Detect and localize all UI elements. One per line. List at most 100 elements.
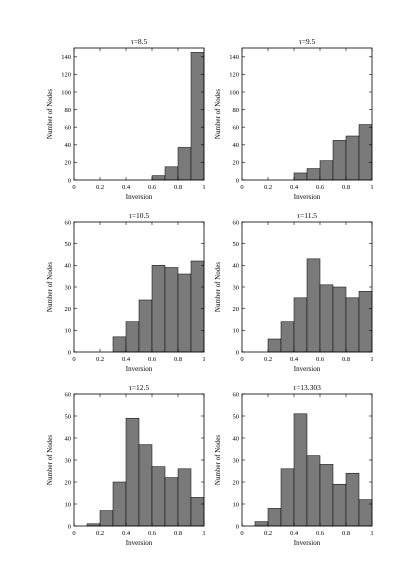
- histogram-bar: [138, 299, 153, 353]
- y-tick-label: 0: [236, 523, 239, 530]
- y-tick-label: 0: [68, 177, 71, 184]
- x-tick-label: 1: [202, 356, 205, 363]
- chart-title: τ=13.303: [293, 383, 321, 392]
- x-tick-label: 0.6: [148, 530, 157, 537]
- histogram-bar: [190, 497, 205, 527]
- histogram-bar: [319, 284, 334, 353]
- x-tick-label: 0: [240, 530, 243, 537]
- histogram-panel-6: 0 0.2 0.4 0.6 0.8 10102030405060τ=13.303Inver…: [214, 383, 374, 547]
- histogram-bar: [345, 135, 360, 181]
- chart-title: τ=8.5: [131, 37, 148, 46]
- histogram-bar: [164, 267, 179, 353]
- y-tick-label: 120: [61, 72, 71, 79]
- histogram-bar: [319, 160, 334, 181]
- y-tick-label: 10: [65, 501, 72, 508]
- x-tick-label: 0.6: [148, 356, 157, 363]
- x-tick-label: 0.4: [122, 184, 131, 191]
- y-tick-label: 20: [233, 160, 240, 167]
- y-tick-label: 40: [233, 263, 240, 270]
- x-tick-label: 1: [370, 184, 373, 191]
- histogram-panel-1: 0 0.2 0.4 0.6 0.8 1 0 20 40 60 80 100 120 140 τ=8.5 Inv…: [46, 37, 206, 201]
- y-tick-label: 0: [68, 523, 71, 530]
- histogram-bar: [112, 336, 127, 353]
- histogram-bar: [99, 510, 114, 527]
- x-tick-label: 0.8: [174, 356, 182, 363]
- x-tick-label: 0.8: [342, 184, 350, 191]
- histogram-bar: [138, 444, 153, 527]
- histogram-bar: [267, 338, 282, 353]
- x-axis-label: Inversion: [294, 365, 321, 373]
- y-tick-label: 0: [236, 349, 239, 356]
- y-tick-label: 20: [233, 479, 240, 486]
- histogram-bar: [293, 172, 308, 181]
- y-tick-label: 10: [65, 328, 72, 335]
- y-tick-label: 100: [229, 89, 239, 96]
- x-tick-label: 0: [240, 356, 243, 363]
- y-axis-label: Number of Nodes: [214, 435, 222, 485]
- y-tick-label: 60: [65, 125, 72, 132]
- y-tick-label: 50: [65, 241, 72, 248]
- y-tick-label: 50: [65, 413, 72, 420]
- histogram-bar: [164, 166, 179, 181]
- y-tick-label: 40: [65, 435, 72, 442]
- x-tick-label: 1: [370, 356, 373, 363]
- x-axis-label: Inversion: [294, 193, 321, 201]
- y-tick-label: 0: [68, 349, 71, 356]
- x-tick-label: 0.4: [290, 184, 299, 191]
- histogram-panel-2: 0 0.2 0.4 0.6 0.8 1 0 20 40 60 80 100 120 140 τ=9.5 Inv…: [214, 37, 374, 201]
- x-tick-label: 0.6: [316, 356, 325, 363]
- y-tick-label: 60: [233, 219, 240, 226]
- x-tick-label: 0.2: [96, 356, 104, 363]
- histogram-bar: [254, 521, 269, 527]
- y-tick-label: 30: [65, 457, 72, 464]
- histogram-bar: [358, 291, 373, 353]
- x-tick-label: 1: [202, 530, 205, 537]
- x-tick-label: 0.6: [316, 184, 325, 191]
- y-tick-label: 40: [233, 142, 240, 149]
- histogram-bar: [177, 468, 192, 527]
- x-tick-label: 0.8: [342, 356, 350, 363]
- x-tick-label: 1: [202, 184, 205, 191]
- y-tick-label: 140: [229, 54, 239, 61]
- y-tick-label: 20: [65, 306, 72, 313]
- y-axis-label: Number of Nodes: [214, 262, 222, 312]
- x-tick-label: 0.8: [174, 184, 182, 191]
- x-tick-label: 1: [370, 530, 373, 537]
- histogram-bar: [280, 468, 295, 527]
- chart-title: τ=9.5: [299, 37, 316, 46]
- histogram-bar: [306, 258, 321, 353]
- y-tick-label: 80: [65, 107, 72, 114]
- histogram-bar: [267, 508, 282, 527]
- x-tick-label: 0: [72, 184, 75, 191]
- y-tick-label: 30: [233, 284, 240, 291]
- y-axis-label: Number of Nodes: [46, 89, 54, 139]
- histogram-bar: [151, 175, 166, 181]
- y-tick-label: 40: [233, 435, 240, 442]
- y-tick-label: 50: [233, 413, 240, 420]
- x-tick-label: 0.4: [290, 530, 299, 537]
- y-tick-label: 20: [65, 479, 72, 486]
- y-tick-label: 20: [233, 306, 240, 313]
- x-tick-label: 0.6: [148, 184, 157, 191]
- histogram-bar: [306, 168, 321, 181]
- histogram-bar: [306, 455, 321, 527]
- histogram-bar: [190, 260, 205, 353]
- y-tick-label: 30: [65, 284, 72, 291]
- y-tick-label: 60: [65, 391, 72, 398]
- x-tick-label: 0.8: [342, 530, 350, 537]
- x-axis-label: Inversion: [126, 193, 153, 201]
- y-tick-label: 60: [233, 125, 240, 132]
- x-tick-label: 0.2: [96, 184, 104, 191]
- x-tick-label: 0: [72, 530, 75, 537]
- histogram-bar: [177, 147, 192, 181]
- chart-title: τ=10.5: [129, 211, 150, 220]
- x-tick-label: 0.4: [290, 356, 299, 363]
- chart-title: τ=12.5: [129, 383, 150, 392]
- y-tick-label: 10: [233, 501, 240, 508]
- x-tick-label: 0.6: [316, 530, 325, 537]
- histogram-bar: [332, 286, 347, 353]
- x-axis-label: Inversion: [126, 539, 153, 547]
- x-axis-label: Inversion: [294, 539, 321, 547]
- y-tick-label: 20: [65, 160, 72, 167]
